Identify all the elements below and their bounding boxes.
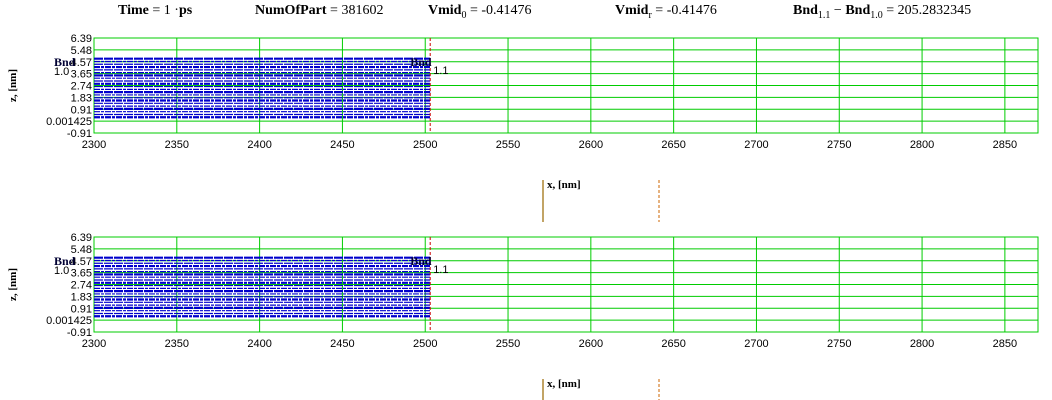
x-tick-label: 2650 xyxy=(661,338,685,350)
vmidr-label: Vmid xyxy=(615,3,649,18)
x-tick-label: 2600 xyxy=(579,139,603,151)
x-tick-label: 2800 xyxy=(910,338,934,350)
x-tick-label: 2600 xyxy=(579,338,603,350)
vmid0-readout: Vmid0 = -0.41476 xyxy=(428,3,532,21)
x-tick-label: 2450 xyxy=(330,139,354,151)
y-tick-label: 5.48 xyxy=(71,244,92,256)
x-tick-label: 2550 xyxy=(496,338,520,350)
x-tick-label: 2500 xyxy=(413,338,437,350)
x-tick-label: 2650 xyxy=(661,139,685,151)
bnd-a-sub: 1.1 xyxy=(817,9,831,21)
time-label: Time xyxy=(118,3,149,18)
y-tick-label: 1.83 xyxy=(71,92,92,104)
x-tick-label: 2550 xyxy=(496,139,520,151)
x-axis-label: x, [nm] xyxy=(547,179,581,191)
y-tick-label: 0.001425 xyxy=(46,315,92,327)
bnd-b-sub: 1.0 xyxy=(870,9,883,21)
numofpart-readout: NumOfPart = 381602 xyxy=(255,3,384,18)
particle-cloud xyxy=(94,256,431,318)
y-tick-label: 2.74 xyxy=(71,81,92,93)
vmidr-value: -0.41476 xyxy=(666,3,717,18)
time-unit: ps xyxy=(178,3,193,18)
x-tick-label: 2700 xyxy=(744,338,768,350)
x-tick-label: 2800 xyxy=(910,139,934,151)
bnd-b-label: Bnd xyxy=(845,3,871,18)
bnd-a-label: Bnd xyxy=(793,3,818,18)
bnd-left-label: Bnd xyxy=(54,254,76,268)
y-tick-label: 0.001425 xyxy=(46,116,92,128)
bnd-right-sub: 1.1 xyxy=(433,65,448,77)
bnd-right-label: Bnd xyxy=(410,254,432,268)
bnd-right-sub: 1.1 xyxy=(433,264,448,276)
y-axis-label: z, [nm] xyxy=(7,268,19,301)
particle-cloud xyxy=(94,57,431,119)
plot-panel-1: 6.395.484.573.652.741.830.910.001425-0.9… xyxy=(7,33,1039,222)
x-tick-label: 2400 xyxy=(247,139,271,151)
x-tick-label: 2750 xyxy=(827,139,851,151)
x-tick-label: 2500 xyxy=(413,139,437,151)
y-tick-label: 4.57 xyxy=(71,57,92,69)
vmid0-label: Vmid xyxy=(428,3,462,18)
plot-panel-2: 6.395.484.573.652.741.830.910.001425-0.9… xyxy=(7,232,1039,400)
y-tick-label: 3.65 xyxy=(71,268,92,280)
time-readout: Time = 1 ·ps xyxy=(118,3,193,18)
y-tick-label: -0.91 xyxy=(67,128,92,140)
vmidr-readout: Vmidr = -0.41476 xyxy=(615,3,717,21)
y-tick-label: -0.91 xyxy=(67,327,92,339)
y-axis-label: z, [nm] xyxy=(7,69,19,102)
x-tick-label: 2350 xyxy=(165,139,189,151)
x-tick-label: 2300 xyxy=(82,139,106,151)
y-tick-label: 0.91 xyxy=(71,104,92,116)
x-tick-label: 2850 xyxy=(993,139,1017,151)
bnd-diff-value: 205.2832345 xyxy=(897,3,972,18)
x-tick-label: 2400 xyxy=(247,338,271,350)
x-tick-label: 2700 xyxy=(744,139,768,151)
numofpart-value: 381602 xyxy=(341,3,384,18)
y-tick-label: 4.57 xyxy=(71,256,92,268)
y-tick-label: 6.39 xyxy=(71,33,92,45)
x-tick-label: 2850 xyxy=(993,338,1017,350)
numofpart-label: NumOfPart xyxy=(255,3,327,18)
x-tick-label: 2450 xyxy=(330,338,354,350)
bnd-left-sub: 1.0 xyxy=(54,265,69,277)
y-tick-label: 0.91 xyxy=(71,303,92,315)
x-tick-label: 2300 xyxy=(82,338,106,350)
bnd-diff-readout: Bnd1.1 − Bnd1.0 = 205.2832345 xyxy=(793,3,972,21)
bnd-left-sub: 1.0 xyxy=(54,66,69,78)
header-bar: Time = 1 ·ps NumOfPart = 381602 Vmid0 = … xyxy=(0,0,1052,26)
x-tick-label: 2350 xyxy=(165,338,189,350)
x-axis-label: x, [nm] xyxy=(547,378,581,390)
vmid0-sub: 0 xyxy=(461,9,467,21)
vmid0-value: -0.41476 xyxy=(481,3,532,18)
x-tick-label: 2750 xyxy=(827,338,851,350)
time-value: 1 xyxy=(163,3,171,18)
y-tick-label: 2.74 xyxy=(71,280,92,292)
y-tick-label: 5.48 xyxy=(71,45,92,57)
y-tick-label: 1.83 xyxy=(71,291,92,303)
bnd-left-label: Bnd xyxy=(54,55,76,69)
y-tick-label: 6.39 xyxy=(71,232,92,244)
vmidr-sub: r xyxy=(648,9,652,21)
y-tick-label: 3.65 xyxy=(71,69,92,81)
bnd-right-label: Bnd xyxy=(410,55,432,69)
